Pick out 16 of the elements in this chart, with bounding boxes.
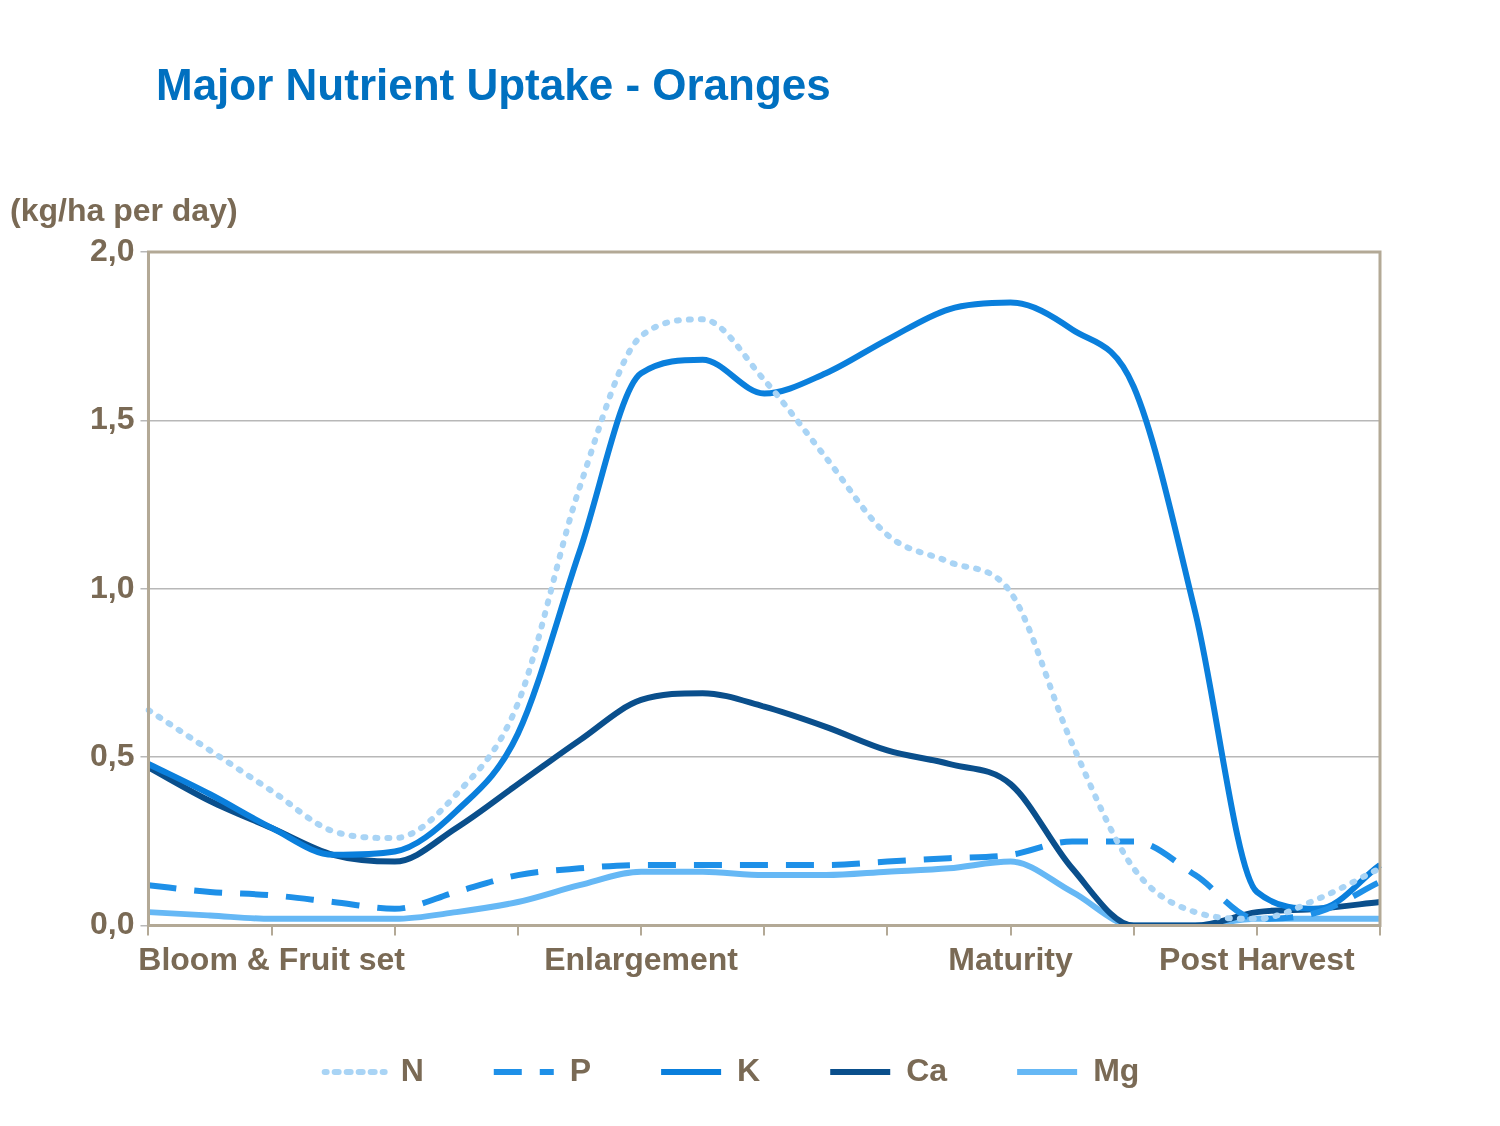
y-tick-label: 2,0 — [90, 231, 135, 268]
legend-label: N — [400, 1051, 424, 1088]
legend-label: P — [569, 1051, 592, 1088]
legend-label: K — [737, 1051, 761, 1088]
y-axis-title: (kg/ha per day) — [10, 192, 238, 229]
legend-label: Ca — [906, 1051, 948, 1088]
x-tick-label: Bloom & Fruit set — [138, 940, 406, 977]
legend-label: Mg — [1093, 1051, 1140, 1088]
y-tick-label: 1,5 — [90, 400, 135, 437]
y-tick-label: 0,5 — [90, 737, 135, 774]
y-tick-label: 0,0 — [90, 905, 135, 942]
y-tick-label: 1,0 — [90, 568, 135, 605]
chart-title: Major Nutrient Uptake - Oranges — [156, 60, 831, 110]
x-tick-label: Maturity — [948, 940, 1073, 977]
x-tick-label: Post Harvest — [1159, 940, 1356, 977]
x-tick-label: Enlargement — [544, 940, 739, 977]
